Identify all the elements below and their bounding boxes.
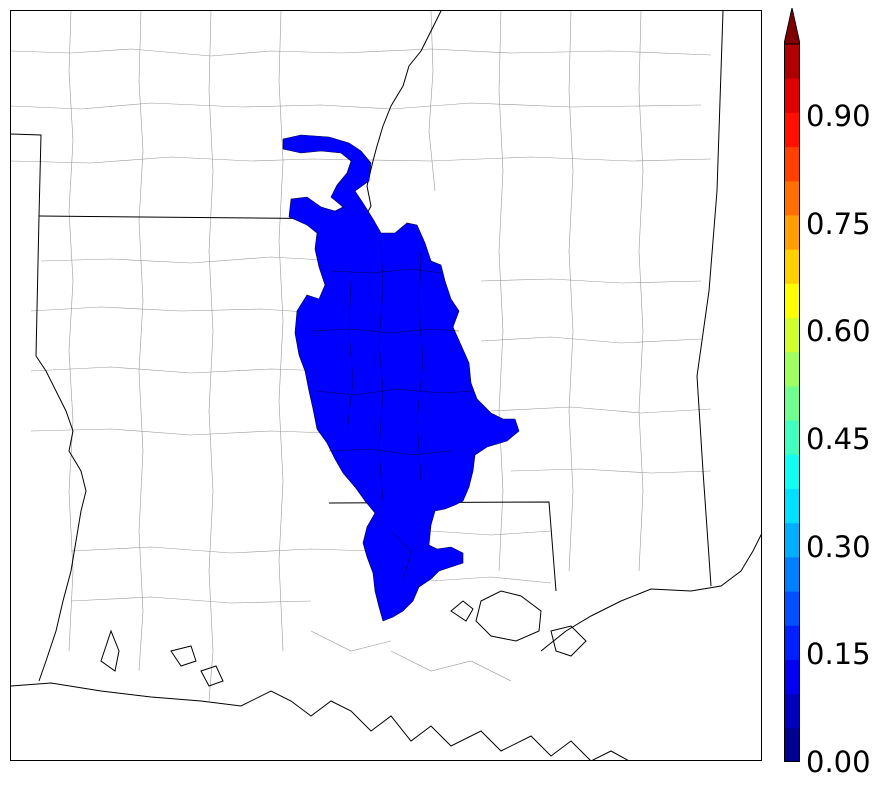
colorbar-segment [784,44,800,79]
field-county-lines [310,240,474,582]
colorbar-segment [784,659,800,695]
colorbar-tick-label: 0.15 [806,637,871,672]
colorbar-segment [784,454,800,489]
colorbar-segment [784,317,800,353]
colorbar-segment [784,78,800,113]
probability-field [282,134,520,622]
map-panel [10,10,762,761]
colorbar [784,8,800,762]
colorbar-segment [784,727,800,762]
colorbar-segment [784,283,800,319]
colorbar-segment [784,693,800,729]
colorbar-tick-label: 0.75 [806,206,871,241]
colorbar-segment [784,556,800,592]
colorbar-extend-arrow [784,8,800,45]
sabine-river [35,355,87,682]
colorbar-segment [784,625,800,660]
colorbar-segment [784,385,800,421]
colorbar-tick-label: 0.30 [806,529,871,564]
lake-maurepas [450,600,474,622]
gulf-coastline [11,682,629,760]
colorbar-segment [784,214,800,250]
colorbar-tick-label: 0.45 [806,421,871,456]
colorbar-tick-label: 0.90 [806,98,871,133]
county-boundaries [11,11,712,702]
colorbar-segment [784,112,800,148]
colorbar-segment [784,591,800,626]
colorbar-tick-label: 0.60 [806,314,871,349]
lake-borgne [550,625,587,657]
lake-pontchartrain [475,590,542,642]
colorbar-segment [784,351,800,387]
colorbar-tick-label: 0.00 [806,745,871,779]
coast-east [540,533,761,652]
colorbar-segment [784,522,800,558]
colorbar-segment [784,420,800,455]
colorbar-segment [784,488,800,524]
colorbar-segment [784,146,800,182]
map-canvas [11,11,761,760]
colorbar-segment [784,180,800,216]
lake-calcasieu [100,629,120,672]
colorbar-segment [784,249,800,284]
grand-lake [170,645,197,667]
colorbar-outline [784,43,800,762]
white-lake [200,665,224,687]
